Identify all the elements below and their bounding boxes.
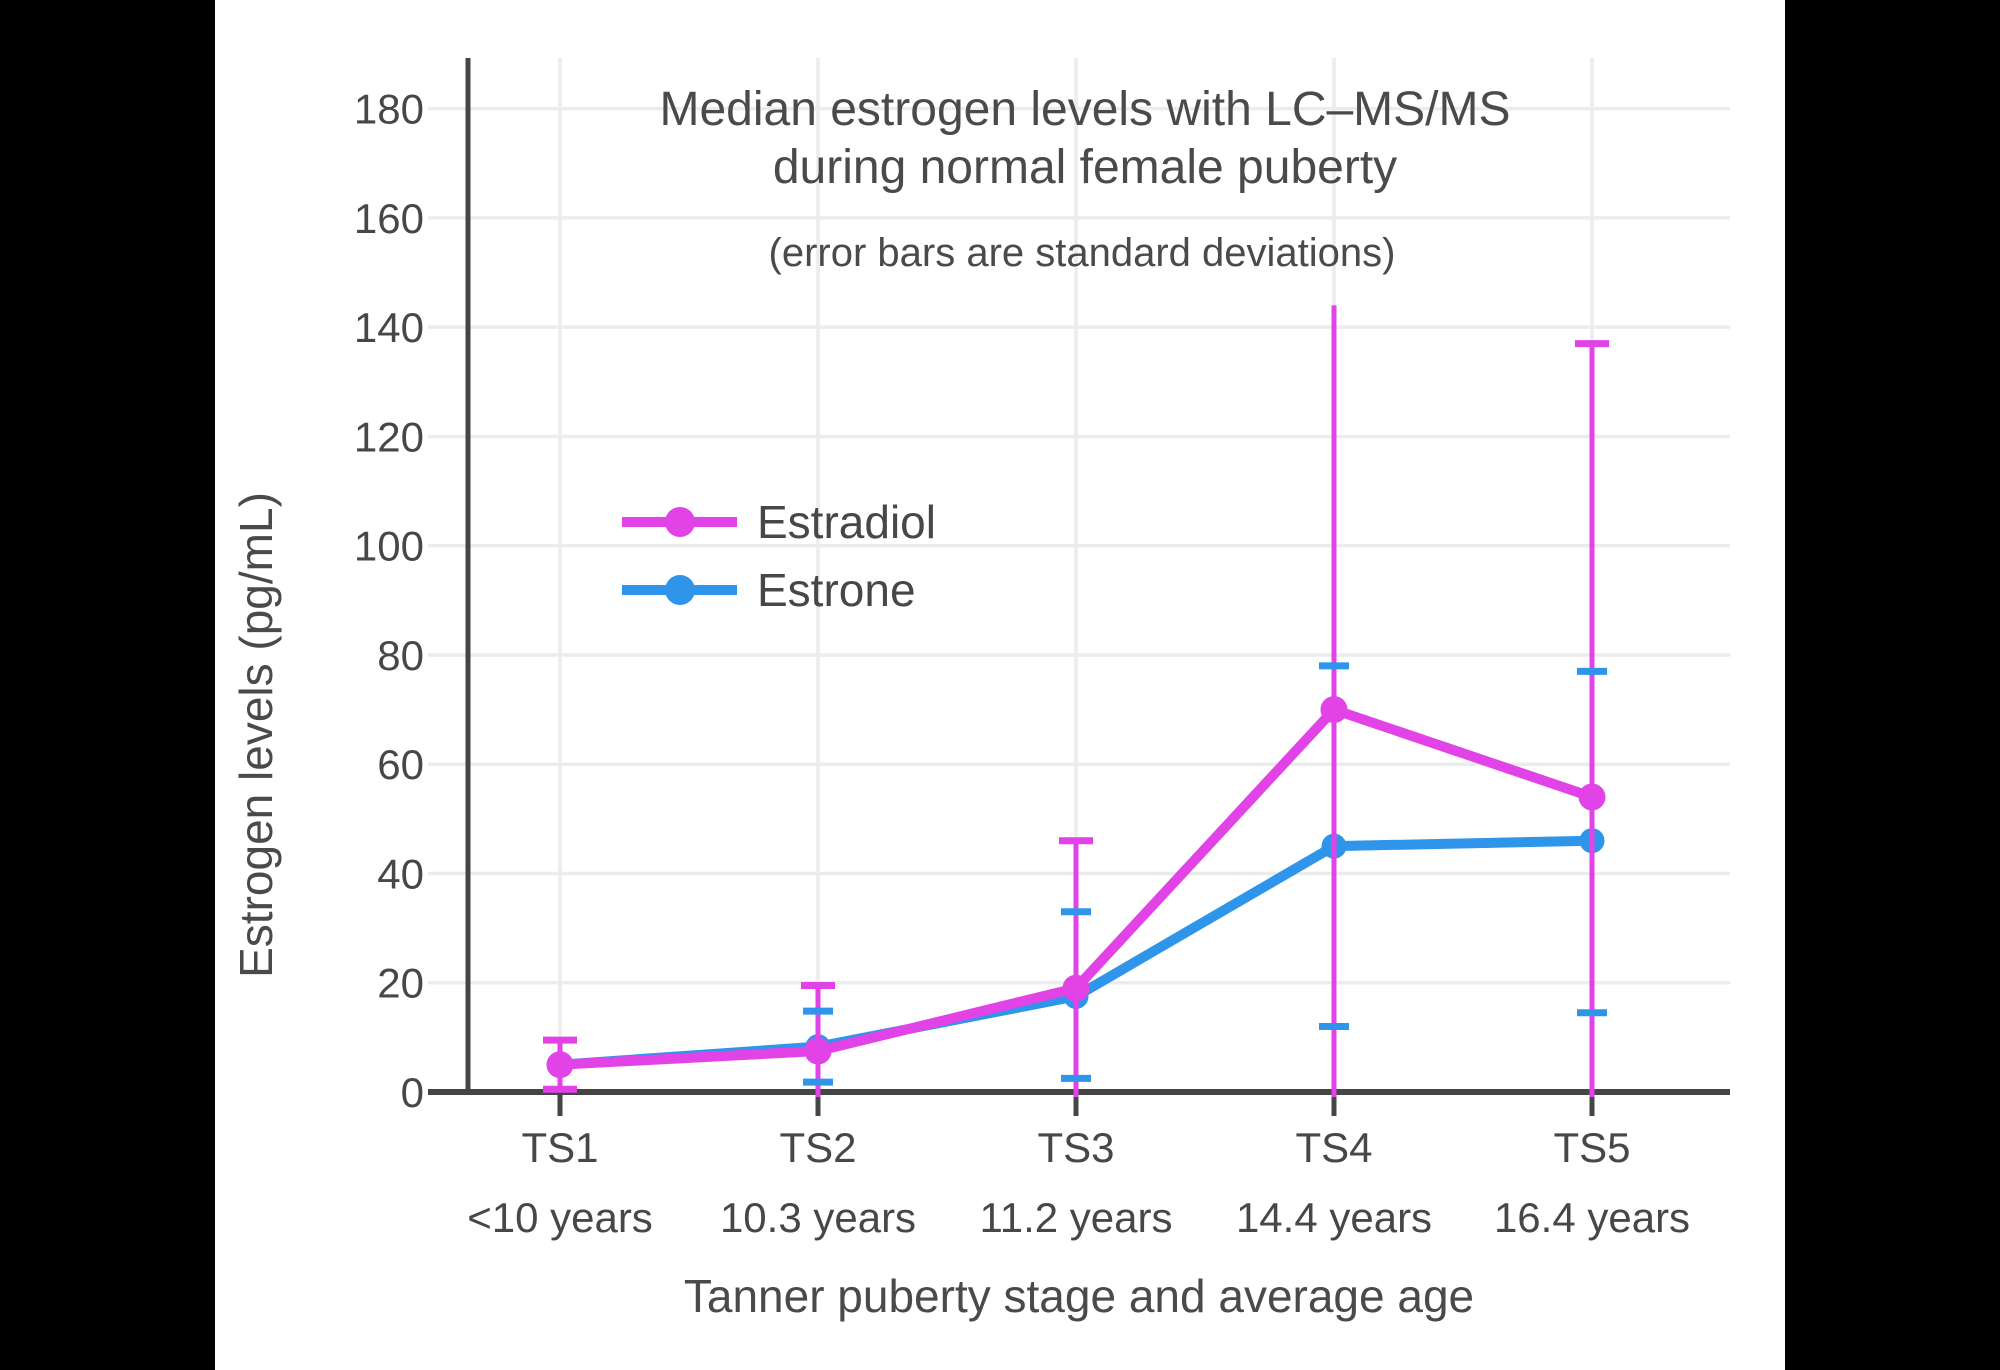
legend: Estradiol Estrone (622, 496, 936, 616)
y-tick-label-100: 100 (354, 523, 424, 570)
estradiol-point-ts4 (1320, 696, 1348, 724)
x-tick-stage-label-ts1: TS1 (521, 1124, 598, 1171)
y-tick-label-160: 160 (354, 195, 424, 242)
chart-title-line1: Median estrogen levels with LC–MS/MS (659, 83, 1510, 136)
legend-estrone-label: Estrone (757, 564, 916, 616)
legend-estradiol-label: Estradiol (757, 496, 936, 548)
estradiol-point-ts3 (1062, 974, 1090, 1002)
x-tick-age-label-ts2: 10.3 years (720, 1194, 916, 1241)
x-tick-stage-label-ts4: TS4 (1295, 1124, 1372, 1171)
legend-estradiol-marker (665, 507, 695, 537)
y-tick-label-120: 120 (354, 413, 424, 460)
x-tick-stage-label-ts5: TS5 (1553, 1124, 1630, 1171)
y-tick-label-60: 60 (377, 741, 424, 788)
x-tick-age-label-ts1: <10 years (467, 1194, 653, 1241)
estradiol-point-ts1 (546, 1051, 574, 1079)
figure-canvas (215, 0, 1785, 1370)
y-tick-label-40: 40 (377, 850, 424, 897)
estradiol-series-layer (546, 696, 1606, 1079)
y-tick-label-20: 20 (377, 960, 424, 1007)
chart-subtitle: (error bars are standard deviations) (769, 231, 1396, 275)
estradiol-point-ts5 (1578, 783, 1606, 811)
estradiol-point-ts2 (804, 1037, 832, 1065)
y-tick-label-0: 0 (401, 1069, 424, 1116)
y-axis-title: Estrogen levels (pg/mL) (230, 492, 282, 978)
estrone-errorbar-caps-layer (803, 662, 1607, 1086)
x-tick-stage-label-ts2: TS2 (779, 1124, 856, 1171)
tick-labels-layer: 0 20 40 60 80 100 120 140 160 180 TS1 <10 years TS2 1… (354, 86, 1690, 1241)
x-tick-age-label-ts4: 14.4 years (1236, 1194, 1432, 1241)
legend-estrone-marker (665, 575, 695, 605)
y-tick-label-180: 180 (354, 86, 424, 133)
y-tick-label-140: 140 (354, 304, 424, 351)
x-tick-age-label-ts5: 16.4 years (1494, 1194, 1690, 1241)
x-tick-age-label-ts3: 11.2 years (980, 1194, 1173, 1241)
chart-title-line2: during normal female puberty (773, 141, 1397, 194)
x-tick-stage-label-ts3: TS3 (1037, 1124, 1114, 1171)
y-tick-label-80: 80 (377, 632, 424, 679)
x-axis-title: Tanner puberty stage and average age (684, 1270, 1474, 1322)
